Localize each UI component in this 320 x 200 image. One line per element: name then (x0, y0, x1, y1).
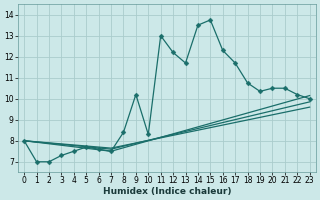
X-axis label: Humidex (Indice chaleur): Humidex (Indice chaleur) (103, 187, 231, 196)
